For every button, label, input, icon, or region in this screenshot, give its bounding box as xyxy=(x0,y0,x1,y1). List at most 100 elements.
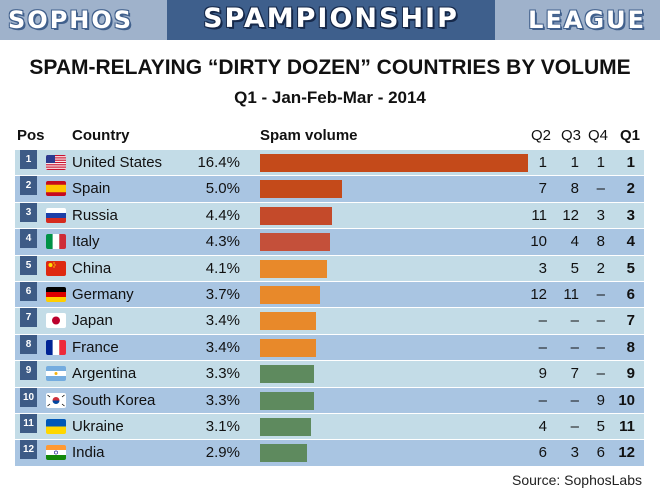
table-row: 5 China 4.1% 3 5 2 5 xyxy=(15,255,644,282)
country-name: Argentina xyxy=(72,365,137,383)
chart-title: SPAM-RELAYING “DIRTY DOZEN” COUNTRIES BY… xyxy=(29,56,631,79)
table-row: 3 Russia 4.4% 11 12 3 3 xyxy=(15,202,644,230)
q3-rank: 8 xyxy=(570,180,579,198)
spam-percent: 16.4% xyxy=(197,154,240,171)
q4-rank: 9 xyxy=(596,391,605,409)
q1-rank: 6 xyxy=(626,285,635,303)
table-row: 6 Germany 3.7% 12 11– 6 xyxy=(15,281,644,309)
spam-volume-bar xyxy=(260,233,330,252)
banner-league: LEAGUE xyxy=(528,6,646,34)
q1-rank: 1 xyxy=(626,154,635,171)
q2-rank: 7 xyxy=(538,180,547,198)
spam-volume-bar xyxy=(260,259,327,278)
spam-volume-bar xyxy=(260,285,320,304)
spam-percent: 4.1% xyxy=(205,259,240,277)
table-row: 12 India 2.9% 6 3 6 12 xyxy=(15,440,644,467)
q2-rank: 9 xyxy=(538,365,547,383)
q1-rank: 2 xyxy=(626,180,635,198)
q1-rank: 11 xyxy=(619,417,635,435)
header-pos: Pos xyxy=(17,127,45,144)
q4-rank: 6 xyxy=(596,444,605,462)
rank-badge: 12 xyxy=(20,440,37,460)
spam-percent: 3.4% xyxy=(205,338,240,356)
spam-percent: 3.4% xyxy=(205,312,240,330)
country-name: United States xyxy=(72,154,163,171)
q2-rank: 4 xyxy=(538,417,547,435)
chart-subtitle: Q1 - Jan-Feb-Mar - 2014 xyxy=(234,88,426,107)
header-q1: Q1 xyxy=(620,127,641,144)
header-q2: Q2 xyxy=(531,127,552,144)
country-name: Japan xyxy=(72,312,113,330)
spam-volume-bar xyxy=(260,391,314,410)
q2-rank: 12 xyxy=(530,285,547,303)
rank-badge: 9 xyxy=(20,361,37,381)
q4-rank: – xyxy=(596,180,605,198)
country-name: Italy xyxy=(72,233,100,251)
table-row: 11 Ukraine 3.1% 4 –5 11 xyxy=(15,413,644,441)
q1-rank: 7 xyxy=(626,312,635,330)
spam-percent: 4.3% xyxy=(205,233,240,251)
country-name: Ukraine xyxy=(72,417,124,435)
header-country: Country xyxy=(72,127,130,144)
table-row: 8 France 3.4% – – –8 xyxy=(15,334,644,362)
q3-rank: – xyxy=(570,391,579,409)
table-row: 1 United States 16.4% 1 1 1 1 xyxy=(15,150,644,177)
spam-percent: 5.0% xyxy=(205,180,240,198)
rank-badge: 8 xyxy=(20,334,37,354)
q1-rank: 12 xyxy=(618,444,635,462)
country-name: Russia xyxy=(72,206,118,224)
banner: SOPHOS SPAMPIONSHIP LEAGUE xyxy=(0,0,660,40)
france-flag-icon xyxy=(46,339,66,355)
q2-rank: 3 xyxy=(538,259,547,277)
spam-volume-bar xyxy=(260,180,342,199)
rank-badge: 3 xyxy=(20,202,37,222)
rank-badge: 5 xyxy=(20,255,37,275)
q1-rank: 4 xyxy=(626,233,635,251)
spam-volume-bar xyxy=(260,338,316,357)
q4-rank: 2 xyxy=(596,259,605,277)
country-name: Spain xyxy=(72,180,111,198)
q2-rank: 1 xyxy=(538,154,547,171)
rank-badge: 2 xyxy=(20,176,37,196)
rank-badge: 7 xyxy=(20,308,37,328)
q1-rank: 3 xyxy=(626,206,635,224)
ukraine-flag-icon xyxy=(46,418,66,434)
q3-rank: 4 xyxy=(570,233,579,251)
table-row: 2 Spain 5.0% 7 8– 2 xyxy=(15,176,644,203)
india-flag-icon xyxy=(46,445,66,461)
russia-flag-icon xyxy=(46,207,66,223)
spam-volume-bar xyxy=(260,417,311,436)
q2-rank: – xyxy=(538,338,547,356)
spam-percent: 3.3% xyxy=(205,391,240,409)
q1-rank: 10 xyxy=(618,391,635,409)
header-spam-volume: Spam volume xyxy=(260,127,358,144)
q3-rank: 11 xyxy=(563,285,579,303)
q4-rank: – xyxy=(596,338,605,356)
country-name: India xyxy=(72,444,105,462)
q2-rank: 6 xyxy=(538,444,547,462)
q1-rank: 8 xyxy=(626,338,635,356)
q4-rank: – xyxy=(596,312,605,330)
rank-badge: 1 xyxy=(20,150,37,169)
table-row: 9 Argentina 3.3% 9 7– 9 xyxy=(15,361,644,388)
source-note: Source: SophosLabs xyxy=(512,472,642,488)
table-body: 1 United States 16.4% 1 1 1 1 2 Spain 5.0% 7 8–2 3 Ru… xyxy=(15,150,644,467)
country-name: South Korea xyxy=(72,391,156,409)
q3-rank: – xyxy=(570,417,579,435)
italy-flag-icon xyxy=(46,234,66,250)
spam-percent: 4.4% xyxy=(205,206,240,224)
header-q3: Q3 xyxy=(561,127,582,144)
q3-rank: – xyxy=(570,312,579,330)
q4-rank: 5 xyxy=(596,417,605,435)
spam-percent: 3.1% xyxy=(205,417,240,435)
rank-badge: 4 xyxy=(20,229,37,249)
china-flag-icon xyxy=(46,260,66,276)
spam-percent: 3.7% xyxy=(205,285,240,303)
country-name: France xyxy=(72,338,119,356)
q4-rank: – xyxy=(596,285,605,303)
table-row: 4 Italy 4.3% 10 4 8 4 xyxy=(15,229,644,256)
country-name: China xyxy=(72,259,112,277)
q2-rank: 11 xyxy=(531,206,547,224)
spam-volume-bar xyxy=(260,206,332,225)
spam-volume-bar xyxy=(260,444,307,463)
